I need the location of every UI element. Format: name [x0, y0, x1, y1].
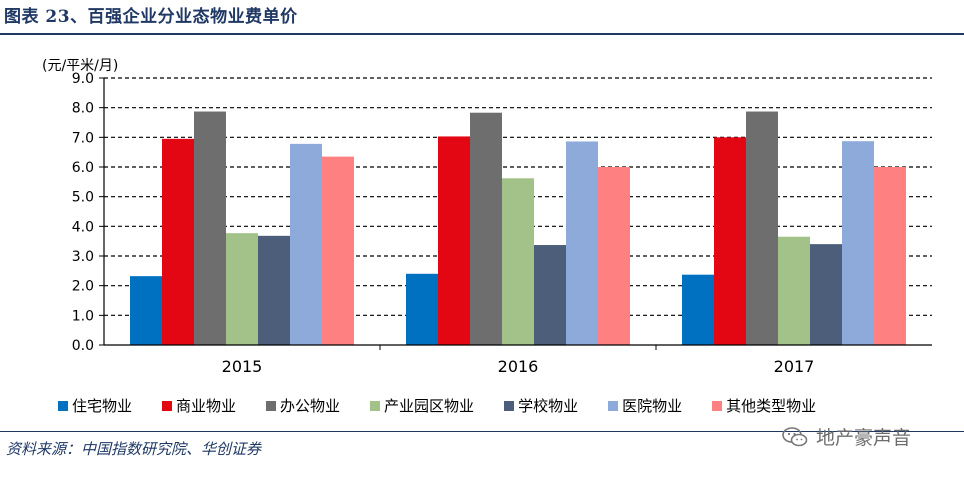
- bar: [566, 141, 598, 345]
- y-tick-label: 6.0: [72, 160, 94, 176]
- bar: [842, 141, 874, 345]
- legend: 住宅物业 商业物业 办公物业 产业园区物业 学校物业 医院物业 其他类型物业: [58, 395, 816, 416]
- bar: [226, 233, 258, 345]
- legend-swatch: [162, 400, 173, 411]
- legend-label: 住宅物业: [72, 397, 133, 415]
- bar: [682, 274, 714, 345]
- bar: [322, 156, 354, 345]
- y-tick-label: 2.0: [72, 279, 94, 295]
- bar: [438, 136, 470, 345]
- source-rule: [0, 431, 964, 432]
- bar: [598, 167, 630, 345]
- legend-item: 其他类型物业: [712, 395, 816, 416]
- legend-item: 产业园区物业: [370, 395, 474, 416]
- legend-label: 办公物业: [280, 397, 341, 415]
- bar: [502, 178, 534, 345]
- legend-swatch: [712, 400, 723, 411]
- legend-label: 商业物业: [176, 397, 237, 415]
- bar: [194, 111, 226, 345]
- legend-label: 学校物业: [518, 397, 579, 415]
- bar: [130, 276, 162, 345]
- legend-item: 商业物业: [162, 395, 236, 416]
- x-tick-label: 2016: [498, 357, 539, 376]
- legend-swatch: [504, 400, 515, 411]
- bar: [258, 235, 290, 345]
- legend-item: 医院物业: [608, 395, 682, 416]
- bar: [778, 236, 810, 345]
- bar: [874, 167, 906, 345]
- bar-chart: 0.0 1.0 2.0 3.0 4.0 5.0 6.0 7.0 8.0 9.0 2015 2016 20…: [72, 71, 932, 376]
- legend-swatch: [370, 400, 381, 411]
- bar: [714, 137, 746, 345]
- wechat-icon: [782, 426, 808, 446]
- y-tick-label: 1.0: [72, 308, 94, 324]
- legend-label: 医院物业: [622, 397, 683, 415]
- legend-swatch: [266, 400, 277, 411]
- legend-item: 学校物业: [504, 395, 578, 416]
- y-tick-label: 5.0: [72, 190, 94, 206]
- legend-swatch: [58, 400, 68, 411]
- legend-item: 住宅物业: [58, 395, 132, 416]
- bar: [746, 111, 778, 345]
- legend-label: 其他类型物业: [726, 397, 817, 415]
- legend-swatch: [608, 400, 619, 411]
- bar: [162, 138, 194, 345]
- watermark-text: 地产豪声音: [816, 427, 912, 449]
- legend-item: 办公物业: [266, 395, 340, 416]
- y-tick-label: 9.0: [72, 71, 94, 87]
- x-tick-label: 2015: [222, 357, 263, 376]
- y-tick-label: 4.0: [72, 219, 94, 235]
- chart-title: 图表 23、百强企业分业态物业费单价: [4, 7, 298, 27]
- y-tick-label: 8.0: [72, 101, 94, 117]
- bar: [810, 244, 842, 345]
- bar: [534, 245, 566, 345]
- y-tick-label: 0.0: [72, 338, 94, 354]
- bar: [406, 273, 438, 345]
- y-axis-unit: (元/平米/月): [42, 58, 119, 74]
- bar: [470, 112, 502, 346]
- y-tick-label: 3.0: [72, 249, 94, 265]
- y-tick-label: 7.0: [72, 130, 94, 146]
- source-note: 资料来源：中国指数研究院、华创证券: [6, 440, 262, 458]
- title-rule: [0, 33, 964, 35]
- watermark: 地产豪声音: [782, 423, 911, 450]
- legend-label: 产业园区物业: [384, 397, 475, 415]
- x-tick-label: 2017: [774, 357, 815, 376]
- bar: [290, 143, 322, 345]
